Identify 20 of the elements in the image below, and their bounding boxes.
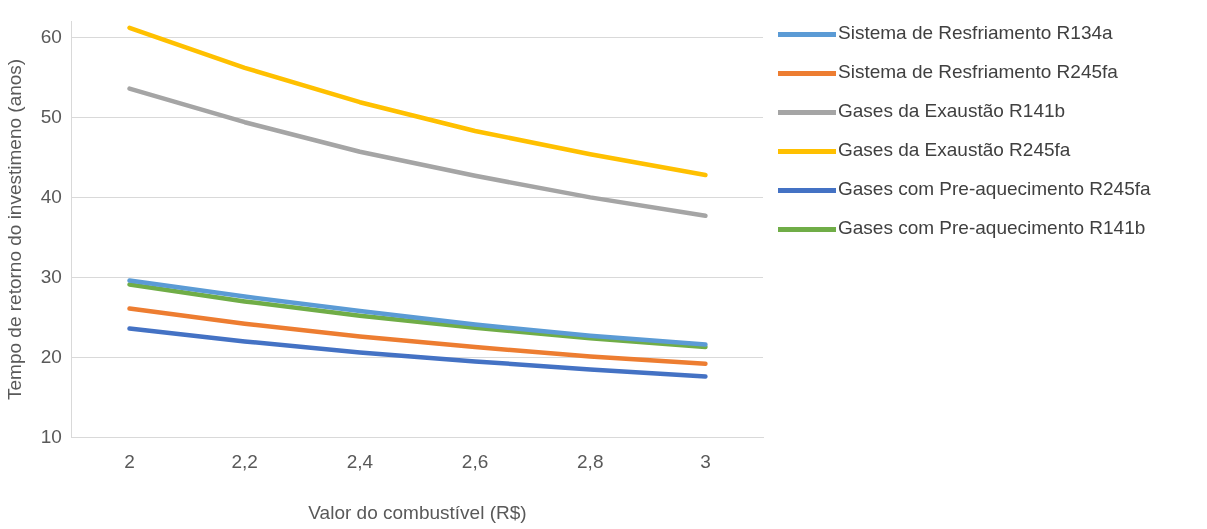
y-tick-label: 10 xyxy=(40,425,62,447)
y-axis-title: Tempo de retorno do investimeno (anos) xyxy=(3,58,25,400)
x-tick-label: 2,4 xyxy=(346,451,374,473)
x-tick-label: 2,2 xyxy=(231,451,258,473)
x-axis-title: Valor do combustível (R$) xyxy=(308,501,527,523)
x-tick-label: 2,8 xyxy=(577,451,604,473)
y-tick-label: 20 xyxy=(40,345,62,367)
y-tick-label: 60 xyxy=(40,25,62,47)
legend-label: Gases com Pre-aquecimento R141b xyxy=(838,217,1146,239)
x-tick-label: 2 xyxy=(124,451,135,473)
legend-label: Gases da Exaustão R141b xyxy=(838,100,1066,122)
x-tick-label: 3 xyxy=(700,451,711,473)
x-tick-label: 2,6 xyxy=(461,451,489,473)
y-tick-label: 50 xyxy=(40,105,62,127)
legend-label: Gases da Exaustão R245fa xyxy=(838,139,1071,161)
legend-label: Sistema de Resfriamento R134a xyxy=(838,22,1113,44)
y-tick-label: 30 xyxy=(40,265,62,287)
y-tick-label: 40 xyxy=(40,185,62,207)
legend-label: Sistema de Resfriamento R245fa xyxy=(838,61,1118,83)
legend-label: Gases com Pre-aquecimento R245fa xyxy=(838,178,1151,200)
